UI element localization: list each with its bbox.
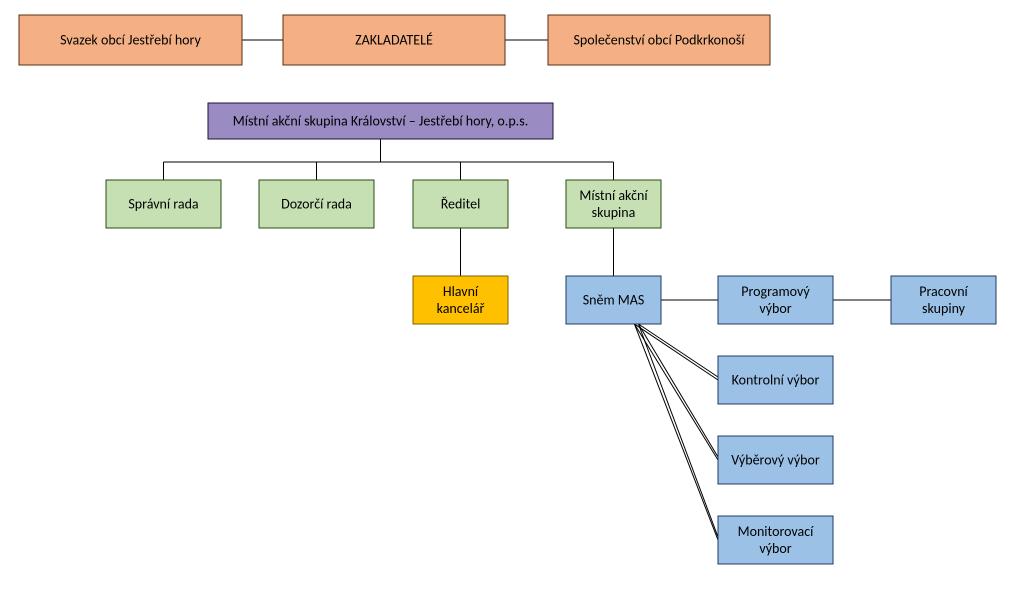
node-program: Programovývýbor xyxy=(718,276,833,324)
node-dozorci: Dozorčí rada xyxy=(259,180,374,228)
org-chart: Svazek obcí Jestřebí hory ZAKLADATELÉ Spol… xyxy=(0,0,1024,610)
node-program-label: Programový xyxy=(741,283,810,300)
node-program-label: výbor xyxy=(759,300,791,317)
node-kancelar-label: kancelář xyxy=(437,300,485,317)
node-spolec: Společenství obcí Podkrkonoší xyxy=(548,15,770,65)
node-zakladatele-label: ZAKLADATELÉ xyxy=(355,31,433,48)
node-snem-label: Sněm MAS xyxy=(583,291,645,308)
node-spravni: Správní rada xyxy=(106,180,221,228)
node-kontrolni: Kontrolní výbor xyxy=(718,356,833,404)
node-monitor: Monitorovacívýbor xyxy=(718,516,833,564)
node-kontrolni-label: Kontrolní výbor xyxy=(732,371,820,388)
node-mistni: Místní akčnískupina xyxy=(566,180,661,228)
node-snem: Sněm MAS xyxy=(566,276,661,324)
node-dozorci-label: Dozorčí rada xyxy=(281,195,352,212)
node-reditel: Ředitel xyxy=(413,180,508,228)
node-mas_ops-label: Místní akční skupina Království – Jestře… xyxy=(233,112,528,129)
node-svazek: Svazek obcí Jestřebí hory xyxy=(19,15,242,65)
node-monitor-label: Monitorovací xyxy=(738,523,815,540)
node-spravni-label: Správní rada xyxy=(128,195,198,212)
node-pracovni-label: Pracovní xyxy=(919,283,968,300)
node-mistni-label: skupina xyxy=(592,204,636,221)
node-vyberovy-label: Výběrový výbor xyxy=(731,451,820,468)
node-kancelar-label: Hlavní xyxy=(443,283,479,300)
node-svazek-label: Svazek obcí Jestřebí hory xyxy=(60,31,201,48)
node-zakladatele: ZAKLADATELÉ xyxy=(283,15,505,65)
node-vyberovy: Výběrový výbor xyxy=(718,436,833,484)
node-spolec-label: Společenství obcí Podkrkonoší xyxy=(574,31,746,48)
node-kancelar: Hlavníkancelář xyxy=(413,276,508,324)
node-reditel-label: Ředitel xyxy=(441,195,481,212)
node-mas_ops: Místní akční skupina Království – Jestře… xyxy=(208,103,553,139)
node-pracovni: Pracovnískupiny xyxy=(891,276,996,324)
node-monitor-label: výbor xyxy=(759,540,791,557)
node-mistni-label: Místní akční xyxy=(579,187,648,204)
node-pracovni-label: skupiny xyxy=(922,300,966,317)
